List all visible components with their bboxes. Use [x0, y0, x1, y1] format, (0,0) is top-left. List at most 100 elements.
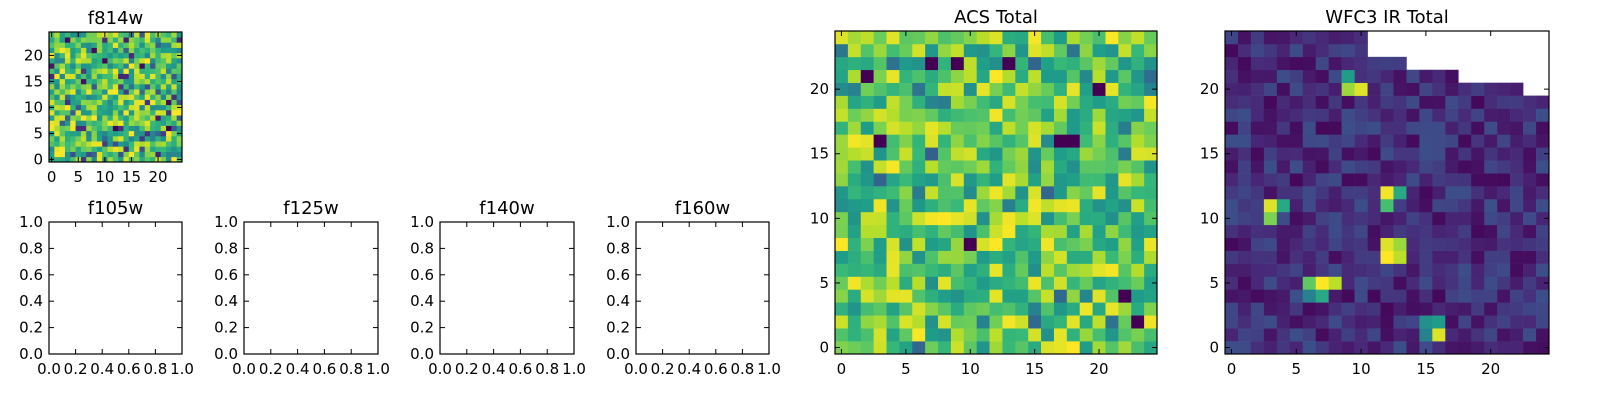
heatmap-cell: [1393, 263, 1407, 277]
heatmap-cell: [1302, 43, 1317, 58]
heatmap-cell: [1341, 315, 1355, 329]
heatmap-cell: [1015, 108, 1029, 122]
heatmap-cell: [1315, 121, 1329, 135]
heatmap-cell: [86, 120, 92, 126]
heatmap-cell: [1445, 302, 1459, 316]
heatmap-cell: [1302, 56, 1317, 71]
heatmap-cell: [1419, 173, 1433, 187]
heatmap-cell: [1053, 134, 1068, 148]
heatmap-cell: [160, 42, 167, 48]
heatmap-cell: [963, 82, 977, 96]
heatmap-cell: [835, 69, 849, 83]
heatmap-cell: [144, 115, 151, 121]
heatmap-cell: [176, 94, 183, 100]
y-tick-label: 0.2: [19, 319, 43, 337]
heatmap-cell: [950, 43, 965, 58]
heatmap-cell: [91, 125, 98, 132]
heatmap-cell: [886, 56, 900, 71]
heatmap-cell: [886, 82, 900, 96]
heatmap-cell: [80, 156, 87, 163]
heatmap-cell: [1002, 134, 1016, 148]
heatmap-cell: [976, 211, 990, 226]
heatmap-cell: [1393, 211, 1407, 226]
heatmap-cell: [1328, 186, 1342, 200]
heatmap-cell: [134, 52, 140, 59]
heatmap-cell: [1432, 224, 1446, 239]
heatmap-cell: [989, 43, 1003, 58]
heatmap-cell: [886, 315, 900, 329]
heatmap-cell: [80, 58, 87, 64]
heatmap-cell: [1458, 147, 1472, 161]
heatmap-cell: [847, 134, 862, 148]
heatmap-cell: [1237, 82, 1252, 96]
heatmap-cell: [899, 198, 913, 213]
heatmap-cell: [1302, 211, 1317, 226]
heatmap-cell: [91, 120, 98, 126]
heatmap-cell: [1144, 43, 1158, 58]
heatmap-cell: [123, 58, 130, 64]
heatmap-cell: [1445, 289, 1459, 303]
heatmap-cell: [1471, 263, 1485, 277]
heatmap-cell: [54, 63, 60, 69]
heatmap-cell: [144, 78, 151, 85]
heatmap-cell: [1079, 173, 1093, 187]
heatmap-cell: [1445, 134, 1459, 148]
heatmap-cell: [1118, 95, 1132, 109]
heatmap-cell: [59, 63, 66, 69]
heatmap-cell: [950, 173, 965, 187]
heatmap-cell: [963, 31, 977, 45]
heatmap-cell: [107, 32, 114, 38]
heatmap-cell: [59, 146, 66, 152]
heatmap-cell: [176, 115, 183, 121]
heatmap-cell: [1066, 263, 1081, 277]
heatmap-cell: [1053, 224, 1068, 239]
heatmap-cell: [1276, 237, 1291, 251]
heatmap-cell: [1497, 224, 1511, 239]
heatmap-cell: [912, 186, 926, 200]
heatmap-cell: [989, 211, 1003, 226]
heatmap-cell: [150, 73, 156, 80]
heatmap-cell: [1105, 69, 1119, 83]
heatmap-cell: [64, 115, 71, 121]
heatmap-cell: [1289, 315, 1304, 329]
heatmap-cell: [1315, 134, 1329, 148]
heatmap-cell: [1419, 198, 1433, 213]
heatmap-cell: [86, 58, 92, 64]
heatmap-cell: [1053, 95, 1068, 109]
heatmap-cell: [1250, 341, 1265, 355]
heatmap-cell: [1105, 263, 1119, 277]
heatmap-cell: [1105, 224, 1119, 239]
heatmap-cell: [1354, 56, 1368, 71]
heatmap-cell: [155, 94, 162, 100]
heatmap-cell: [86, 146, 92, 152]
heatmap-cell: [976, 147, 990, 161]
heatmap-cell: [1263, 224, 1278, 239]
heatmap-cell: [59, 156, 66, 163]
heatmap-cell: [155, 151, 162, 158]
heatmap-cell: [873, 250, 887, 264]
heatmap-cell: [75, 115, 82, 121]
heatmap-cell: [1510, 147, 1524, 161]
heatmap-cell: [989, 108, 1003, 122]
heatmap-cell: [1523, 315, 1537, 329]
heatmap-cell: [107, 136, 114, 142]
heatmap-cell: [1302, 160, 1317, 174]
heatmap-cell: [150, 120, 156, 126]
heatmap-cell: [150, 89, 156, 95]
heatmap-cell: [112, 84, 119, 90]
heatmap-cell: [80, 110, 87, 116]
heatmap-cell: [1432, 211, 1446, 226]
heatmap-cell: [1118, 31, 1132, 45]
heatmap-cell: [80, 125, 87, 132]
heatmap-cell: [1289, 198, 1304, 213]
heatmap-cell: [96, 110, 103, 116]
heatmap-cell: [70, 120, 76, 126]
heatmap-cell: [1118, 315, 1132, 329]
y-tick-label: 0.6: [19, 266, 43, 284]
heatmap-cell: [1131, 160, 1145, 174]
heatmap-cell: [1523, 186, 1537, 200]
heatmap-cell: [75, 63, 82, 69]
heatmap-cell: [1315, 237, 1329, 251]
heatmap-cell: [102, 146, 108, 152]
x-tick-label: 0.0: [37, 360, 61, 378]
